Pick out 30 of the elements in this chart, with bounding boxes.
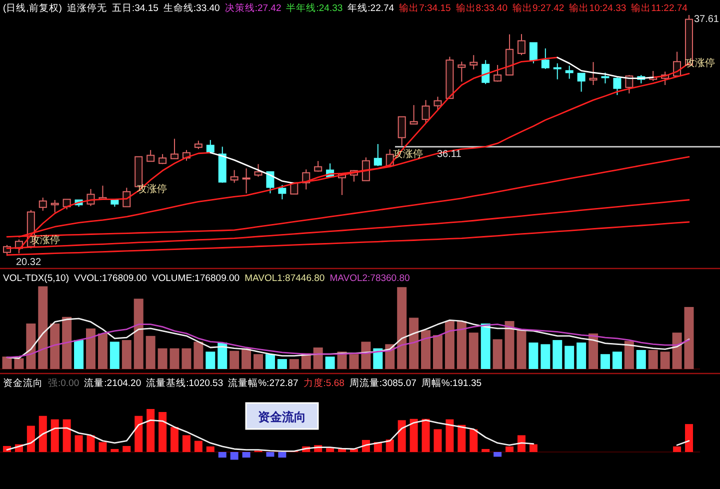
- text: 20.32: [16, 257, 42, 268]
- text: 半年线:24.33: [286, 2, 343, 14]
- text: MAVOL1:87446.80: [244, 273, 325, 284]
- text: 输出10:24.33: [569, 2, 626, 14]
- text: 追涨停无: [66, 2, 107, 14]
- chart-title: (日线,前复权): [3, 2, 62, 14]
- callout: 资金流向: [245, 402, 319, 430]
- annotation: 36.11: [437, 149, 462, 160]
- text: 输出9:27.42: [512, 2, 564, 14]
- text: 周幅%:191.35: [421, 377, 482, 389]
- annotation: 37.61: [694, 14, 720, 25]
- annotation: 资金流向: [258, 410, 306, 424]
- text: 周流量:3085.07: [349, 377, 416, 389]
- text: 决策线:27.42: [224, 2, 282, 14]
- text: 输出7:34.15: [399, 2, 451, 14]
- text: 生命线:33.40: [163, 2, 220, 14]
- text: 输出8:33.40: [456, 2, 508, 14]
- text: 年线:22.74: [348, 2, 394, 14]
- text: 五日:34.15: [112, 3, 158, 14]
- text: VOLUME:176809.00: [152, 273, 240, 284]
- chart-title: 资金流向: [3, 377, 43, 389]
- text: 流量基线:1020.53: [146, 377, 224, 389]
- text: 流量:2104.20: [84, 377, 142, 389]
- text: 输出11:22.74: [631, 2, 688, 14]
- text: MAVOL2:78360.80: [330, 273, 410, 284]
- text: 流量幅%:272.87: [228, 377, 298, 389]
- text: 力度:5.68: [303, 377, 344, 389]
- text: 强:0.00: [48, 378, 80, 389]
- text: VVOL:176809.00: [74, 273, 147, 284]
- chart-title: VOL-TDX(5,10): [3, 273, 69, 284]
